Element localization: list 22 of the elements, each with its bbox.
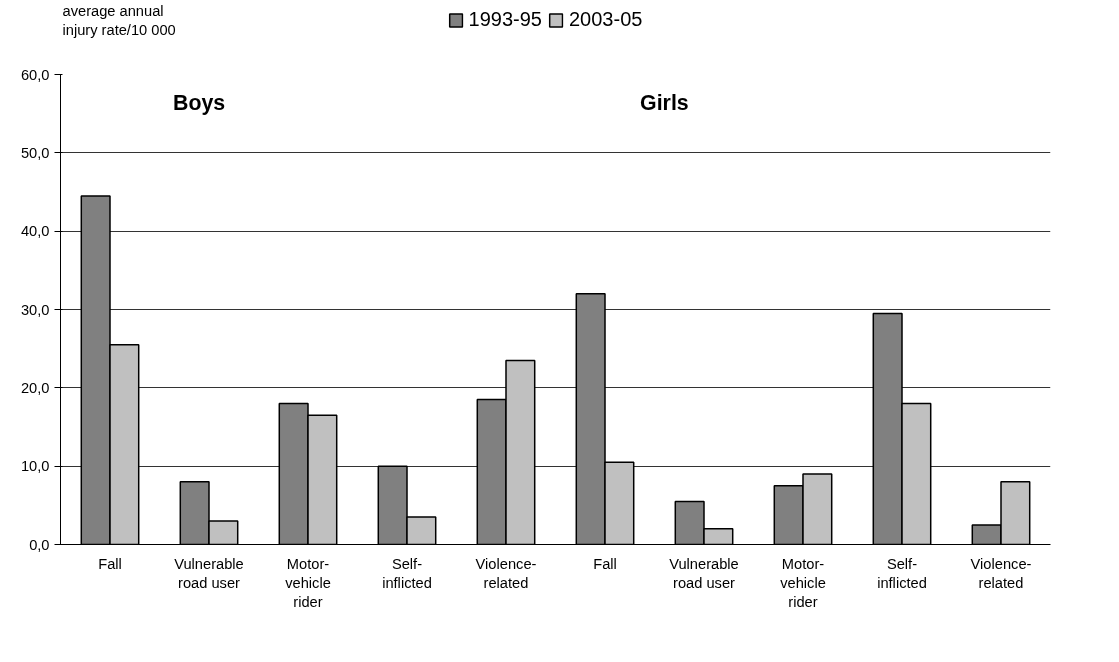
x-tick-label: Self-inflicted [382, 555, 432, 591]
y-axis-title: average annual injury rate/10 000 [62, 2, 176, 38]
y-tick-label: 60,0 [20, 66, 50, 83]
annotation: Boys [173, 90, 226, 115]
x-tick-label: Violence-related [475, 555, 537, 591]
y-tick-label: 0,0 [29, 536, 50, 553]
legend-label: 1993-95 [468, 8, 542, 31]
x-tick-label: Vulnerable road user [669, 555, 739, 591]
y-tick-label: 10,0 [20, 458, 50, 475]
y-tick-label: 20,0 [20, 379, 50, 396]
x-tick-label: Violence-related [970, 555, 1032, 591]
y-tick-label: 50,0 [20, 144, 50, 161]
x-tick-label: Motor-vehicle rider [285, 555, 331, 610]
x-tick-label: Self-inflicted [877, 555, 927, 591]
x-tick-label: Vulnerable road user [174, 555, 244, 591]
x-tick-label: Motor-vehicle rider [780, 555, 826, 610]
legend-label: 2003-05 [568, 8, 643, 31]
x-tick-label: Fall [98, 555, 122, 572]
x-tick-label: Fall [593, 555, 617, 572]
y-tick-label: 30,0 [20, 301, 50, 318]
y-tick-label: 40,0 [20, 223, 50, 240]
annotation: Girls [640, 90, 689, 115]
